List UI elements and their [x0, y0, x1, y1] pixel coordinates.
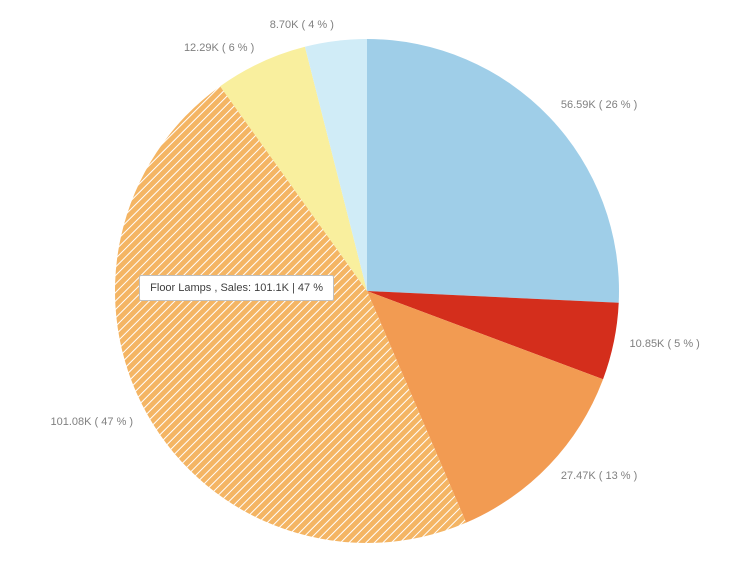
pie-svg [0, 0, 734, 582]
pie-chart: 56.59K ( 26 % ) 10.85K ( 5 % ) 27.47K ( 13… [0, 0, 734, 582]
tooltip-text: Floor Lamps , Sales: 101.1K | 47 % [150, 282, 323, 294]
pie-slice-label: 27.47K ( 13 % ) [561, 471, 637, 482]
pie-slice[interactable] [367, 39, 619, 303]
pie-slice-label: 8.70K ( 4 % ) [270, 20, 334, 31]
pie-slice-label: 56.59K ( 26 % ) [561, 100, 637, 111]
pie-tooltip: Floor Lamps , Sales: 101.1K | 47 % [139, 275, 334, 301]
pie-slice-label: 12.29K ( 6 % ) [184, 43, 254, 54]
pie-slice-label: 10.85K ( 5 % ) [630, 339, 700, 350]
pie-slice-label: 101.08K ( 47 % ) [51, 417, 134, 428]
